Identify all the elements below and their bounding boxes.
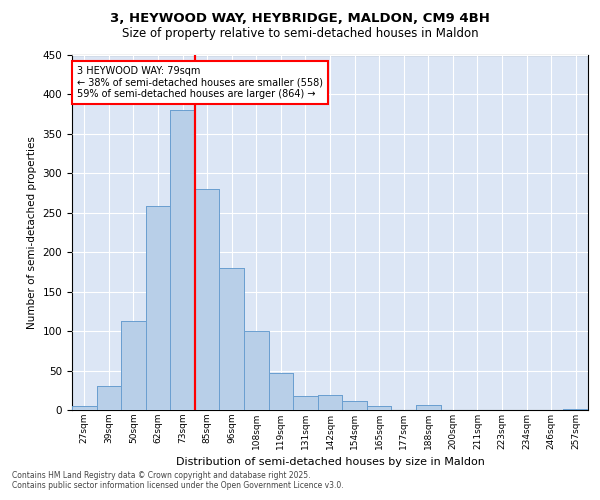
Bar [416, 406, 440, 410]
Bar [220, 268, 244, 410]
Bar [121, 321, 146, 410]
Y-axis label: Number of semi-detached properties: Number of semi-detached properties [27, 136, 37, 329]
Bar [195, 189, 220, 410]
Bar [72, 406, 97, 410]
Bar [170, 110, 195, 410]
Bar [342, 402, 367, 410]
Text: 3, HEYWOOD WAY, HEYBRIDGE, MALDON, CM9 4BH: 3, HEYWOOD WAY, HEYBRIDGE, MALDON, CM9 4… [110, 12, 490, 26]
Bar [146, 206, 170, 410]
Bar [244, 331, 269, 410]
Bar [563, 409, 588, 410]
X-axis label: Distribution of semi-detached houses by size in Maldon: Distribution of semi-detached houses by … [176, 458, 484, 468]
Bar [318, 395, 342, 410]
Text: Size of property relative to semi-detached houses in Maldon: Size of property relative to semi-detach… [122, 28, 478, 40]
Bar [293, 396, 318, 410]
Bar [220, 268, 244, 410]
Bar [97, 386, 121, 410]
Bar [269, 373, 293, 410]
Bar [269, 373, 293, 410]
Bar [416, 406, 440, 410]
Bar [563, 409, 588, 410]
Bar [244, 331, 269, 410]
Bar [72, 406, 97, 410]
Bar [367, 406, 391, 410]
Bar [195, 189, 220, 410]
Bar [146, 206, 170, 410]
Text: Contains HM Land Registry data © Crown copyright and database right 2025.
Contai: Contains HM Land Registry data © Crown c… [12, 470, 344, 490]
Bar [367, 406, 391, 410]
Bar [342, 402, 367, 410]
Bar [293, 396, 318, 410]
Text: 3 HEYWOOD WAY: 79sqm
← 38% of semi-detached houses are smaller (558)
59% of semi: 3 HEYWOOD WAY: 79sqm ← 38% of semi-detac… [77, 66, 323, 99]
Bar [170, 110, 195, 410]
Bar [318, 395, 342, 410]
Bar [121, 321, 146, 410]
Bar [97, 386, 121, 410]
